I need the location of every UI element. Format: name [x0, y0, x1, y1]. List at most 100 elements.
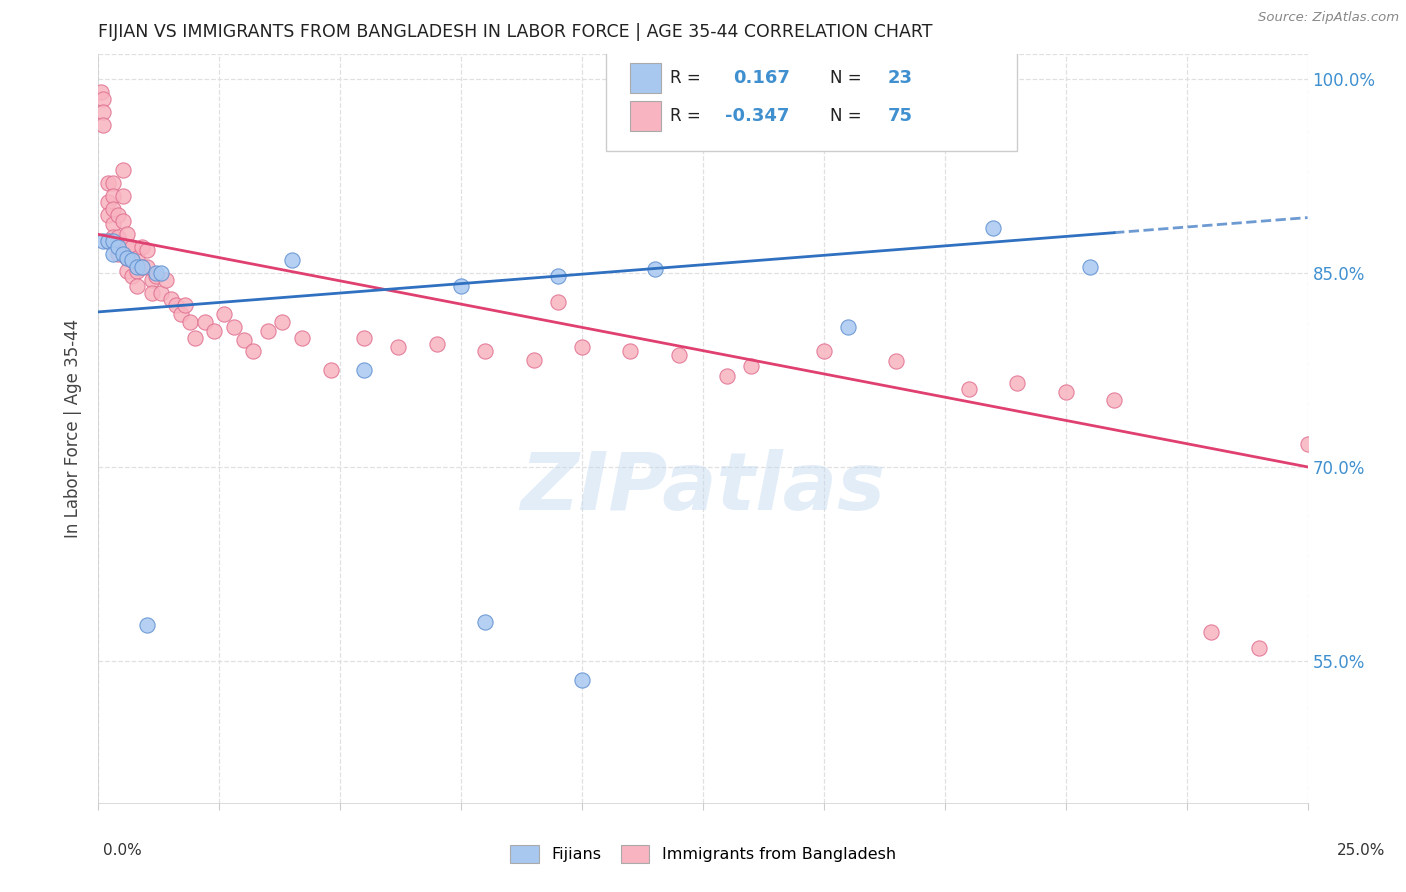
- Point: [813, 343, 835, 358]
- Text: 25.0%: 25.0%: [1337, 843, 1385, 858]
- Point: [97, 208, 120, 222]
- Text: FIJIAN VS IMMIGRANTS FROM BANGLADESH IN LABOR FORCE | AGE 35-44 CORRELATION CHAR: FIJIAN VS IMMIGRANTS FROM BANGLADESH IN …: [98, 23, 934, 41]
- Point: [127, 260, 149, 274]
- Point: [169, 308, 191, 322]
- Point: [523, 352, 546, 367]
- Point: [97, 234, 120, 248]
- Point: [145, 268, 167, 283]
- FancyBboxPatch shape: [606, 50, 1018, 151]
- Point: [127, 251, 149, 265]
- Point: [117, 240, 139, 254]
- Point: [150, 266, 173, 280]
- Point: [141, 272, 163, 286]
- Point: [281, 253, 304, 268]
- Point: [450, 279, 472, 293]
- Point: [91, 234, 114, 248]
- Point: [165, 298, 187, 312]
- FancyBboxPatch shape: [630, 63, 661, 94]
- Point: [160, 292, 183, 306]
- Point: [886, 354, 908, 368]
- Point: [1249, 640, 1271, 655]
- Point: [1007, 376, 1029, 390]
- Point: [716, 369, 738, 384]
- Point: [117, 251, 139, 265]
- Point: [127, 279, 149, 293]
- Point: [319, 363, 342, 377]
- Point: [117, 227, 139, 242]
- Point: [837, 320, 859, 334]
- Point: [353, 331, 375, 345]
- Point: [141, 285, 163, 300]
- Point: [1054, 384, 1077, 399]
- Point: [107, 208, 129, 222]
- Point: [121, 253, 143, 268]
- Point: [111, 237, 134, 252]
- Point: [117, 251, 139, 265]
- Point: [97, 234, 120, 248]
- Point: [174, 298, 197, 312]
- Point: [242, 343, 264, 358]
- Point: [474, 615, 496, 629]
- Point: [107, 240, 129, 254]
- Point: [204, 324, 226, 338]
- Point: [184, 331, 207, 345]
- Point: [571, 673, 593, 687]
- Point: [101, 234, 124, 248]
- Point: [91, 92, 114, 106]
- Text: 75: 75: [889, 107, 912, 125]
- Point: [101, 246, 124, 260]
- Point: [121, 253, 143, 268]
- Point: [474, 343, 496, 358]
- Text: R =: R =: [671, 107, 706, 125]
- Point: [111, 162, 134, 177]
- Y-axis label: In Labor Force | Age 35-44: In Labor Force | Age 35-44: [65, 318, 83, 538]
- Point: [121, 268, 143, 283]
- Point: [107, 246, 129, 260]
- Point: [1199, 625, 1222, 640]
- Point: [101, 230, 124, 244]
- Point: [111, 188, 134, 202]
- Text: 23: 23: [889, 70, 912, 87]
- Point: [232, 334, 254, 348]
- Point: [1102, 392, 1125, 407]
- Legend: Fijians, Immigrants from Bangladesh: Fijians, Immigrants from Bangladesh: [503, 838, 903, 870]
- Point: [135, 617, 157, 632]
- Point: [619, 343, 641, 358]
- Point: [97, 176, 120, 190]
- Point: [101, 217, 124, 231]
- Point: [981, 221, 1004, 235]
- Point: [150, 285, 173, 300]
- Point: [571, 340, 593, 354]
- Point: [212, 308, 235, 322]
- Point: [101, 188, 124, 202]
- Point: [111, 214, 134, 228]
- Text: N =: N =: [830, 70, 868, 87]
- Point: [271, 315, 294, 329]
- Text: ZIPatlas: ZIPatlas: [520, 449, 886, 527]
- Point: [117, 263, 139, 277]
- Point: [145, 266, 167, 280]
- Point: [97, 195, 120, 210]
- Text: -0.347: -0.347: [724, 107, 789, 125]
- Point: [1078, 260, 1101, 274]
- Point: [135, 260, 157, 274]
- Point: [101, 202, 124, 216]
- Text: N =: N =: [830, 107, 868, 125]
- Point: [91, 104, 114, 119]
- Point: [127, 263, 149, 277]
- Point: [957, 383, 980, 397]
- Point: [179, 315, 201, 329]
- FancyBboxPatch shape: [630, 101, 661, 131]
- Point: [131, 240, 153, 254]
- Point: [107, 230, 129, 244]
- Point: [222, 320, 245, 334]
- Point: [131, 260, 153, 274]
- Point: [740, 359, 762, 373]
- Point: [256, 324, 278, 338]
- Point: [155, 272, 177, 286]
- Point: [101, 176, 124, 190]
- Point: [111, 246, 134, 260]
- Text: R =: R =: [671, 70, 706, 87]
- Point: [290, 331, 312, 345]
- Point: [668, 347, 690, 361]
